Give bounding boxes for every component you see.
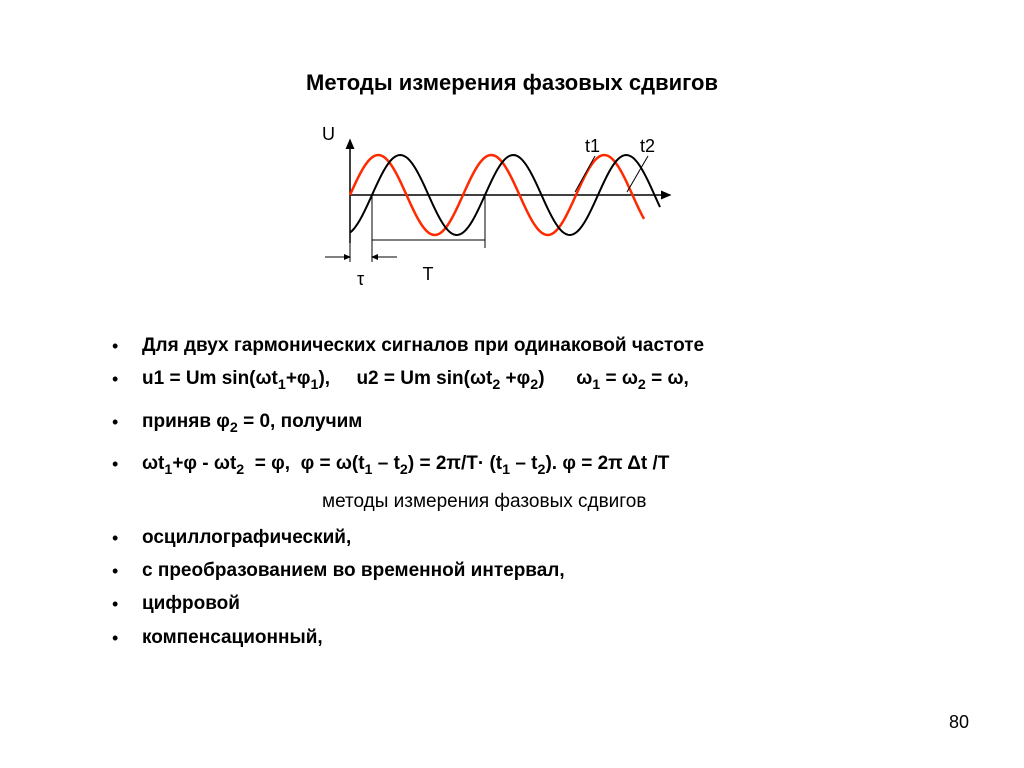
svg-text:τ: τ	[357, 269, 364, 289]
list-item: • цифровой	[112, 588, 912, 619]
bullet-icon: •	[112, 450, 118, 480]
list-item-text: ωt1+φ - ωt2 = φ, φ = ω(t1 – t2) = 2π/T· …	[142, 453, 669, 474]
list-item: • осциллографический,	[112, 522, 912, 553]
list-item-text: осциллографический,	[142, 527, 351, 548]
list-item-text: с преобразованием во временной интервал,	[142, 560, 565, 581]
bullet-icon: •	[112, 624, 118, 654]
slide: Методы измерения фазовых сдвигов Uτ Tt1 t2…	[0, 0, 1024, 768]
bullet-list: • Для двух гармонических сигналов при оди…	[112, 330, 912, 655]
svg-text:t1: t1	[585, 136, 600, 156]
bullet-icon: •	[112, 557, 118, 587]
bullet-icon: •	[112, 590, 118, 620]
slide-title: Методы измерения фазовых сдвигов	[0, 70, 1024, 96]
bullet-icon: •	[112, 365, 118, 395]
bullet-icon: •	[112, 408, 118, 438]
list-item-text: компенсационный,	[142, 627, 323, 648]
bullet-icon: •	[112, 524, 118, 554]
list-item: • компенсационный,	[112, 622, 912, 653]
svg-text:t2: t2	[640, 136, 655, 156]
list-item: • с преобразованием во временной интервал…	[112, 555, 912, 586]
bullet-icon: •	[112, 332, 118, 362]
list-item: • Для двух гармонических сигналов при оди…	[112, 330, 912, 361]
list-item: • ωt1+φ - ωt2 = φ, φ = ω(t1 – t2) = 2π/T·…	[112, 448, 912, 482]
svg-text:U: U	[322, 124, 335, 144]
chart-svg: Uτ Tt1 t2	[280, 120, 720, 290]
list-item-text: цифровой	[142, 593, 240, 614]
list-item-text: u1 = Um sin(ωt1+φ1), u2 = Um sin(ωt2 +φ2…	[142, 368, 689, 389]
list-item-text: Для двух гармонических сигналов при один…	[142, 335, 704, 356]
svg-text:T: T	[423, 264, 434, 284]
list-item: • u1 = Um sin(ωt1+φ1), u2 = Um sin(ωt2 +φ…	[112, 363, 912, 397]
subsection-heading: методы измерения фазовых сдвигов	[292, 486, 912, 517]
phase-shift-chart: Uτ Tt1 t2	[280, 120, 720, 290]
list-item: • приняв φ2 = 0, получим	[112, 406, 912, 440]
page-number: 80	[949, 712, 969, 733]
list-item-text: приняв φ2 = 0, получим	[142, 411, 362, 432]
